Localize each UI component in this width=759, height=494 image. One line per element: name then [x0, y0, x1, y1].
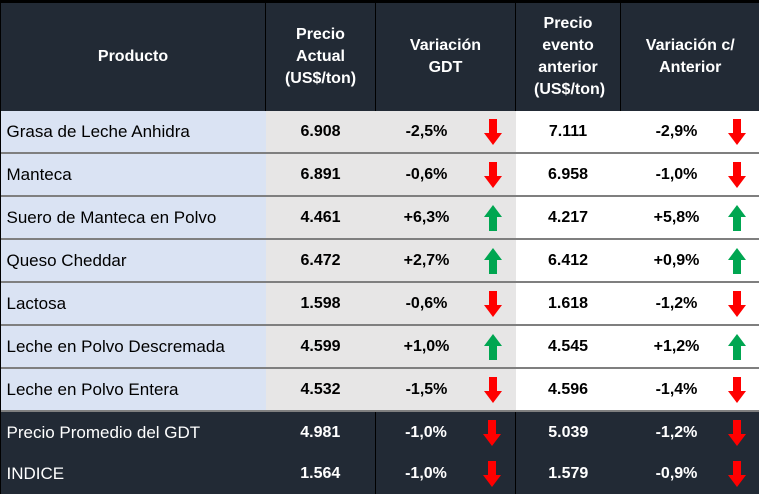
previous-variation-cell: +0,9%: [620, 239, 759, 283]
previous-variation: -0,9%: [655, 464, 698, 482]
arrow-down-icon: [727, 290, 746, 317]
gdt-variation: +1,0%: [403, 337, 450, 355]
arrow-up-icon: [483, 333, 502, 360]
previous-variation: +5,8%: [653, 208, 700, 226]
current-price: 6.891: [265, 153, 376, 197]
table-row: Leche en Polvo Entera 4.532 -1,5% 4.596 …: [0, 368, 759, 412]
previous-price: 7.111: [515, 111, 621, 154]
previous-variation: -1,2%: [655, 423, 698, 441]
arrow-down-icon: [727, 161, 746, 188]
column-header: Precio evento anterior (US$/ton): [515, 3, 621, 111]
gdt-variation: -0,6%: [405, 165, 448, 183]
previous-price: 6.958: [515, 153, 621, 197]
arrow-up-icon: [727, 204, 746, 231]
gdt-variation-cell: -0,6%: [375, 153, 516, 197]
gdt-variation-cell: +1,0%: [375, 325, 516, 369]
previous-variation-cell: -0,9%: [620, 453, 759, 494]
column-header: Variación c/ Anterior: [620, 3, 759, 111]
current-price: 4.981: [265, 411, 376, 453]
gdt-variation-cell: -1,0%: [375, 411, 516, 453]
arrow-down-icon: [483, 161, 502, 188]
gdt-variation: +6,3%: [403, 208, 450, 226]
arrow-down-icon: [483, 290, 502, 317]
table-row: Precio Promedio del GDT 4.981 -1,0% 5.03…: [0, 411, 759, 453]
gdt-variation-cell: -0,6%: [375, 282, 516, 326]
product-name: Manteca: [0, 153, 266, 197]
column-header: Variación GDT: [375, 3, 516, 111]
previous-variation-cell: -1,0%: [620, 153, 759, 197]
previous-variation: -1,0%: [655, 165, 698, 183]
previous-price: 6.412: [515, 239, 621, 283]
previous-variation-cell: -2,9%: [620, 111, 759, 154]
column-header: Producto: [0, 3, 266, 111]
arrow-down-icon: [727, 460, 746, 487]
gdt-variation: -0,6%: [405, 294, 448, 312]
current-price: 4.599: [265, 325, 376, 369]
arrow-down-icon: [727, 419, 746, 446]
product-name: Grasa de Leche Anhidra: [0, 111, 266, 154]
previous-variation-cell: -1,4%: [620, 368, 759, 412]
arrow-up-icon: [727, 247, 746, 274]
previous-variation: -1,4%: [655, 380, 698, 398]
table-row: Queso Cheddar 6.472 +2,7% 6.412 +0,9%: [0, 239, 759, 283]
gdt-variation: +2,7%: [403, 251, 450, 269]
previous-price: 1.579: [515, 453, 621, 494]
gdt-variation-cell: -2,5%: [375, 111, 516, 154]
arrow-down-icon: [483, 376, 502, 403]
gdt-variation-cell: -1,5%: [375, 368, 516, 412]
arrow-down-icon: [727, 118, 746, 145]
current-price: 4.532: [265, 368, 376, 412]
price-table: Producto Precio Actual (US$/ton) Variación…: [0, 3, 759, 494]
product-name: Lactosa: [0, 282, 266, 326]
gdt-variation: -1,0%: [405, 464, 447, 482]
table-row: Grasa de Leche Anhidra 6.908 -2,5% 7.111…: [0, 111, 759, 154]
gdt-variation-cell: +2,7%: [375, 239, 516, 283]
product-name: INDICE: [0, 453, 266, 494]
previous-variation-cell: -1,2%: [620, 282, 759, 326]
previous-variation-cell: -1,2%: [620, 411, 759, 453]
previous-price: 4.217: [515, 196, 621, 240]
arrow-up-icon: [727, 333, 746, 360]
current-price: 6.908: [265, 111, 376, 154]
current-price: 6.472: [265, 239, 376, 283]
previous-variation: +1,2%: [653, 337, 700, 355]
arrow-down-icon: [483, 419, 501, 446]
product-name: Leche en Polvo Descremada: [0, 325, 266, 369]
table-row: Manteca 6.891 -0,6% 6.958 -1,0%: [0, 153, 759, 197]
column-header: Precio Actual (US$/ton): [265, 3, 376, 111]
previous-variation: -2,9%: [655, 122, 698, 140]
product-name: Suero de Manteca en Polvo: [0, 196, 266, 240]
table-row: Lactosa 1.598 -0,6% 1.618 -1,2%: [0, 282, 759, 326]
previous-variation-cell: +1,2%: [620, 325, 759, 369]
previous-price: 4.596: [515, 368, 621, 412]
arrow-up-icon: [483, 247, 502, 274]
gdt-variation: -1,5%: [405, 380, 448, 398]
table-row: INDICE 1.564 -1,0% 1.579 -0,9%: [0, 453, 759, 494]
previous-variation-cell: +5,8%: [620, 196, 759, 240]
gdt-variation: -1,0%: [405, 423, 447, 441]
previous-price: 5.039: [515, 411, 621, 453]
table-row: Leche en Polvo Descremada 4.599 +1,0% 4.…: [0, 325, 759, 369]
gdt-variation-cell: +6,3%: [375, 196, 516, 240]
current-price: 1.598: [265, 282, 376, 326]
arrow-down-icon: [483, 118, 502, 145]
arrow-down-icon: [483, 460, 501, 487]
product-name: Leche en Polvo Entera: [0, 368, 266, 412]
current-price: 4.461: [265, 196, 376, 240]
current-price: 1.564: [265, 453, 376, 494]
previous-variation: -1,2%: [655, 294, 698, 312]
previous-price: 4.545: [515, 325, 621, 369]
product-name: Precio Promedio del GDT: [0, 411, 266, 453]
table-row: Suero de Manteca en Polvo 4.461 +6,3% 4.…: [0, 196, 759, 240]
product-name: Queso Cheddar: [0, 239, 266, 283]
arrow-up-icon: [483, 204, 502, 231]
gdt-variation: -2,5%: [405, 122, 448, 140]
arrow-down-icon: [727, 376, 746, 403]
previous-price: 1.618: [515, 282, 621, 326]
gdt-variation-cell: -1,0%: [375, 453, 516, 494]
previous-variation: +0,9%: [653, 251, 700, 269]
